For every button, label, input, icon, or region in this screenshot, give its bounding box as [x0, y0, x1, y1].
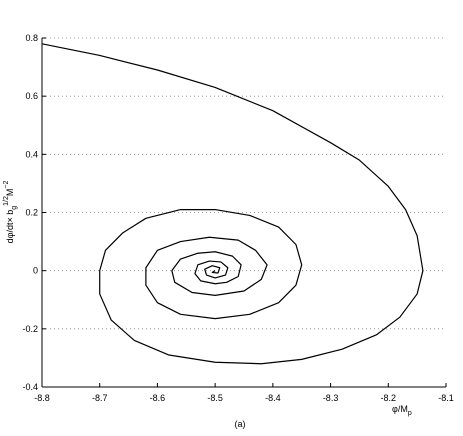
y-label-main: dφ/dt× b [5, 210, 15, 244]
y-tick-label: 0.8 [25, 33, 38, 43]
x-tick-label: -8.1 [438, 393, 454, 403]
y-label-main2: M [5, 189, 15, 197]
x-tick-label: -8.2 [381, 393, 397, 403]
x-axis-label: φ/Mp [392, 404, 412, 417]
y-tick-label: -0.2 [22, 324, 38, 334]
y-axis-label: dφ/dt× bg1/2M−2 [3, 181, 18, 244]
x-tick-label: -8.7 [92, 393, 108, 403]
y-tick-label: 0 [33, 266, 38, 276]
x-tick-label: -8.3 [323, 393, 339, 403]
x-label-main: φ/M [392, 404, 408, 414]
caption: (a) [235, 419, 246, 429]
y-label-sup2: −2 [3, 181, 10, 189]
y-label-sub: g [11, 206, 18, 210]
y-label-sup: 1/2 [3, 196, 10, 206]
x-tick-label: -8.4 [265, 393, 281, 403]
x-tick-label: -8.5 [207, 393, 223, 403]
y-tick-label: 0.6 [25, 91, 38, 101]
x-tick-label: -8.6 [150, 393, 166, 403]
y-tick-label: -0.4 [22, 382, 38, 392]
y-tick-label: 0.4 [25, 149, 38, 159]
curve [41, 43, 424, 365]
y-tick-label: 0.2 [25, 208, 38, 218]
x-label-sub: p [408, 410, 412, 417]
x-tick-label: -8.8 [34, 393, 50, 403]
